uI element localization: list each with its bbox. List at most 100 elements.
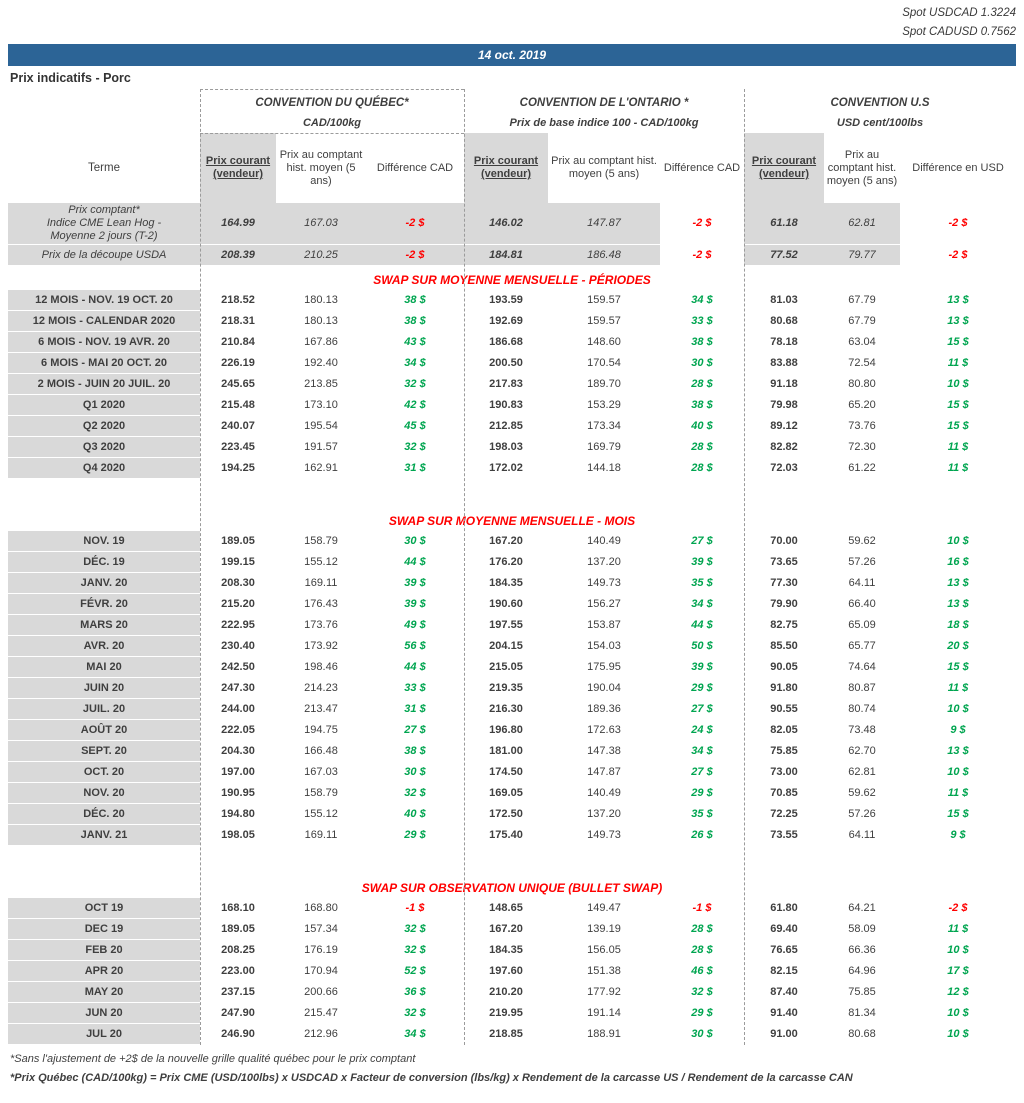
diff-cell: 29 $ (660, 1002, 744, 1024)
pc-cell: 199.15 (200, 551, 276, 573)
diff-cell: 13 $ (900, 740, 1017, 762)
diff-cell: 38 $ (366, 289, 464, 311)
table-row: JUIL. 20 244.00 213.47 31 $216.30 189.36 27 $… (8, 698, 1017, 720)
diff-cell: 28 $ (660, 373, 744, 395)
table-row: NOV. 20 190.95 158.79 32 $169.05 140.49 29 $7… (8, 782, 1017, 804)
terme-cell: JANV. 20 (8, 572, 200, 594)
diff-cell: 33 $ (366, 677, 464, 699)
pc-cell: 172.02 (464, 457, 548, 479)
hist-cell: 159.57 (548, 310, 660, 332)
pc-cell: 237.15 (200, 981, 276, 1003)
ontario-difference-header: Différence CAD (663, 161, 741, 174)
diff-cell: 15 $ (900, 394, 1017, 416)
pc-cell: 226.19 (200, 352, 276, 374)
hist-cell: 66.36 (824, 939, 900, 961)
diff-cell: 31 $ (366, 698, 464, 720)
pc-cell: 81.03 (744, 289, 824, 311)
hist-cell: 156.05 (548, 939, 660, 961)
table-row: DÉC. 20 194.80 155.12 40 $172.50 137.20 35 $7… (8, 803, 1017, 825)
pc-cell: 242.50 (200, 656, 276, 678)
pc-cell: 212.85 (464, 415, 548, 437)
diff-cell: 11 $ (900, 436, 1017, 458)
hist-cell: 213.47 (276, 698, 366, 720)
table-row: JUL 20 246.90 212.96 34 $218.85 188.91 30 $91… (8, 1023, 1017, 1045)
diff-cell: 18 $ (900, 614, 1017, 636)
pc-cell: 76.65 (744, 939, 824, 961)
terme-cell: JUIN 20 (8, 677, 200, 699)
hist-cell: 168.80 (276, 897, 366, 919)
diff-cell: 10 $ (900, 1023, 1017, 1045)
hist-cell: 65.09 (824, 614, 900, 636)
diff-cell: 11 $ (900, 352, 1017, 374)
pc-cell: 197.00 (200, 761, 276, 783)
hist-cell: 166.48 (276, 740, 366, 762)
diff-cell: 34 $ (366, 352, 464, 374)
hist-cell: 153.87 (548, 614, 660, 636)
pc-cell: 200.50 (464, 352, 548, 374)
diff-cell: 27 $ (660, 698, 744, 720)
diff-cell: 32 $ (366, 918, 464, 940)
terme-column-header: Terme (88, 161, 120, 174)
hist-cell: 173.76 (276, 614, 366, 636)
pc-cell: 168.10 (200, 897, 276, 919)
terme-cell: NOV. 20 (8, 782, 200, 804)
pc-cell: 90.55 (744, 698, 824, 720)
pc-cell: 217.83 (464, 373, 548, 395)
us-group-subtitle: USD cent/100lbs (836, 116, 924, 129)
hist-cell: 151.38 (548, 960, 660, 982)
pc-cell: 190.83 (464, 394, 548, 416)
hist-cell: 173.34 (548, 415, 660, 437)
diff-cell: 11 $ (900, 918, 1017, 940)
pc-cell: 218.85 (464, 1023, 548, 1045)
terme-cell: MAI 20 (8, 656, 200, 678)
us-prix-courant-header: Prix courant (vendeur) (744, 133, 824, 203)
hist-cell: 167.03 (276, 203, 366, 245)
table-row: OCT. 20 197.00 167.03 30 $174.50 147.87 27 $7… (8, 761, 1017, 783)
section-title: SWAP SUR OBSERVATION UNIQUE (BULLET SWAP… (8, 873, 1017, 898)
table-row: 6 MOIS - NOV. 19 AVR. 20 210.84 167.86 43 $… (8, 331, 1017, 353)
pc-cell: 208.30 (200, 572, 276, 594)
hist-cell: 80.68 (824, 1023, 900, 1045)
pc-cell: 186.68 (464, 331, 548, 353)
hist-cell: 157.34 (276, 918, 366, 940)
diff-cell: 11 $ (900, 457, 1017, 479)
ontario-group-title: CONVENTION DE L'ONTARIO * (519, 97, 689, 109)
hist-cell: 191.57 (276, 436, 366, 458)
hist-cell: 64.21 (824, 897, 900, 919)
terme-cell: JUIL. 20 (8, 698, 200, 720)
diff-cell: 39 $ (366, 572, 464, 594)
hist-cell: 194.75 (276, 719, 366, 741)
pc-cell: 218.31 (200, 310, 276, 332)
pc-cell: 172.50 (464, 803, 548, 825)
pc-cell: 69.40 (744, 918, 824, 940)
table-row: 12 MOIS - CALENDAR 2020 218.31 180.13 38 $1… (8, 310, 1017, 332)
pc-cell: 80.68 (744, 310, 824, 332)
diff-cell: 10 $ (900, 761, 1017, 783)
spot-cadusd-label: Spot CADUSD 0.7562 (902, 26, 1016, 38)
pc-cell: 196.80 (464, 719, 548, 741)
pc-cell: 210.84 (200, 331, 276, 353)
pc-cell: 77.52 (744, 244, 824, 266)
diff-cell: 27 $ (660, 530, 744, 552)
section-gap (8, 478, 1017, 507)
table-row: JANV. 21 198.05 169.11 29 $175.40 149.73 26 $… (8, 824, 1017, 846)
pc-cell: 208.25 (200, 939, 276, 961)
table-row: FEB 20 208.25 176.19 32 $184.35 156.05 28 $76… (8, 939, 1017, 961)
terme-cell: 2 MOIS - JUIN 20 JUIL. 20 (8, 373, 200, 395)
terme-cell: 12 MOIS - NOV. 19 OCT. 20 (8, 289, 200, 311)
diff-cell: 30 $ (660, 352, 744, 374)
hist-cell: 213.85 (276, 373, 366, 395)
table-row: DÉC. 19 199.15 155.12 44 $176.20 137.20 39 $7… (8, 551, 1017, 573)
hist-cell: 72.54 (824, 352, 900, 374)
diff-cell: 28 $ (660, 436, 744, 458)
group-subtitle-row: CAD/100kg Prix de base indice 100 - CAD/… (8, 113, 1016, 133)
pc-cell: 82.15 (744, 960, 824, 982)
table-row: MARS 20 222.95 173.76 49 $197.55 153.87 44 $8… (8, 614, 1017, 636)
diff-cell: 16 $ (900, 551, 1017, 573)
hist-cell: 180.13 (276, 310, 366, 332)
pc-cell: 73.55 (744, 824, 824, 846)
hist-cell: 149.73 (548, 572, 660, 594)
diff-cell: 9 $ (900, 719, 1017, 741)
terme-cell: AOÛT 20 (8, 719, 200, 741)
pc-cell: 91.18 (744, 373, 824, 395)
